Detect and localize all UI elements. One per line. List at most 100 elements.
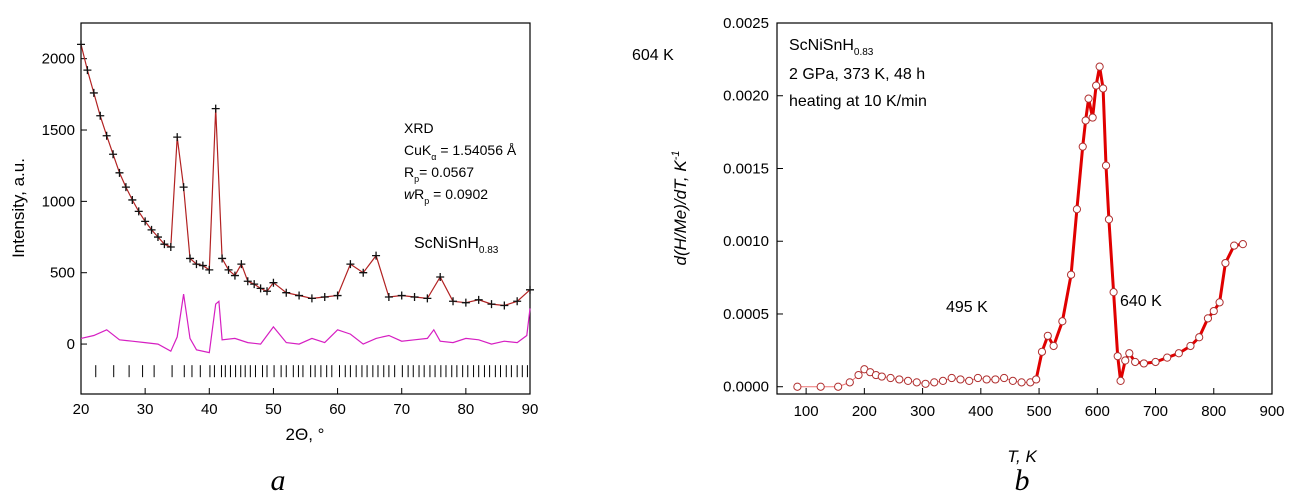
data-point (1072, 205, 1082, 214)
data-point (793, 382, 802, 391)
observed-point (333, 291, 342, 300)
data-point (1049, 341, 1058, 351)
data-point (930, 378, 939, 387)
observed-point (198, 261, 207, 270)
observed-point (410, 292, 419, 301)
observed-point (487, 300, 496, 309)
data-point (1084, 94, 1093, 103)
panel-b-plot-frame (776, 22, 1273, 395)
data-point (845, 378, 854, 387)
data-point (1081, 116, 1090, 125)
data-point (1151, 357, 1160, 367)
data-point (1099, 84, 1108, 93)
observed-point (320, 292, 329, 301)
data-point (1000, 373, 1009, 383)
observed-point (102, 131, 111, 140)
data-point (973, 373, 983, 383)
data-point (1221, 258, 1230, 268)
data-point (1017, 378, 1026, 387)
compound-label-a: ScNiSnH0.83 (414, 235, 499, 256)
panel-a-observed-points (77, 40, 534, 310)
data-point (938, 376, 948, 386)
y-tick-label: 0.0015 (723, 160, 769, 177)
x-tick-label: 30 (137, 401, 154, 418)
data-point (1104, 215, 1114, 224)
data-point (816, 382, 825, 391)
data-point (1037, 347, 1047, 356)
heating-label: heating at 10 K/min (789, 93, 927, 110)
y-tick-label: 0.0025 (723, 15, 769, 32)
observed-point (474, 295, 483, 304)
panel-a-difference-curve (80, 294, 531, 354)
data-point (921, 379, 930, 388)
observed-point (263, 287, 272, 296)
x-tick-label: 40 (201, 401, 218, 418)
observed-point (230, 271, 239, 280)
wrp-label: wRp = 0.0902 (404, 186, 488, 206)
y-tick-label: 1500 (42, 122, 75, 139)
data-point (1238, 240, 1247, 249)
x-tick-label: 400 (968, 403, 993, 420)
panel-a-reflection-ticks (95, 365, 528, 378)
x-tick-label: 700 (1143, 403, 1168, 420)
x-tick-label: 20 (73, 401, 90, 418)
data-point (1088, 113, 1097, 122)
y-tick-label: 0.0010 (723, 233, 769, 250)
panel-b-axes: 100 200 300 400 500 600 700 800 900 0.0000 0.0005 0… (723, 15, 1284, 420)
peak-label-604: 604 K (632, 47, 674, 64)
x-tick-label: 90 (522, 401, 539, 418)
observed-point (153, 233, 162, 242)
observed-point (173, 133, 182, 142)
observed-point (121, 183, 130, 192)
peak-label-640: 640 K (1120, 293, 1162, 310)
data-point (1163, 353, 1172, 362)
data-point (947, 373, 956, 383)
observed-point (147, 225, 156, 234)
y-tick-label: 0.0020 (723, 88, 769, 105)
panel-a-annotation: XRD CuKα = 1.54056 Å Rp= 0.0567 wRp = 0.… (404, 120, 517, 256)
x-tick-label: 200 (852, 403, 877, 420)
data-point (1230, 241, 1239, 250)
data-point (1139, 359, 1148, 368)
data-point (903, 376, 913, 386)
observed-point (397, 291, 406, 300)
y-tick-label: 0 (67, 336, 75, 353)
observed-point (436, 272, 445, 281)
y-tick-label: 0.0005 (723, 306, 769, 323)
panel-b-chart: 100 200 300 400 500 600 700 800 900 0.0000 0.0005 0… (632, 15, 1285, 497)
x-tick-label: 800 (1201, 403, 1226, 420)
y-tick-label: 2000 (42, 51, 75, 68)
data-point (1109, 288, 1118, 297)
x-tick-label: 500 (1027, 403, 1052, 420)
observed-point (243, 277, 252, 286)
observed-point (192, 260, 201, 269)
data-point (965, 376, 974, 386)
data-point (1032, 375, 1041, 384)
data-point (1066, 270, 1076, 279)
data-point (1092, 81, 1101, 90)
observed-point (384, 292, 393, 301)
data-point (1195, 333, 1204, 342)
data-point (1125, 349, 1134, 358)
observed-point (423, 294, 432, 303)
compound-label-b: ScNiSnH0.83 (789, 37, 874, 58)
data-point (1209, 306, 1218, 316)
panel-b-x-axis-title: T, K (1007, 447, 1037, 466)
x-tick-label: 60 (329, 401, 346, 418)
panel-a-chart: 20 30 40 50 60 70 80 90 0 500 1000 1500 2000 Intensi… (9, 22, 539, 497)
observed-point (500, 301, 509, 310)
panel-a-y-axis-title: Intensity, a.u. (9, 158, 28, 258)
data-point (912, 378, 921, 387)
observed-point (134, 207, 143, 216)
panel-a-x-axis-title: 2Θ, ° (286, 425, 325, 444)
data-point (877, 372, 886, 381)
difference-line (80, 294, 531, 354)
observed-point (224, 265, 233, 274)
observed-point (160, 240, 169, 249)
observed-point (346, 260, 355, 269)
observed-point (96, 111, 105, 120)
observed-point (205, 265, 214, 274)
data-point (1174, 349, 1183, 358)
observed-point (269, 278, 278, 287)
